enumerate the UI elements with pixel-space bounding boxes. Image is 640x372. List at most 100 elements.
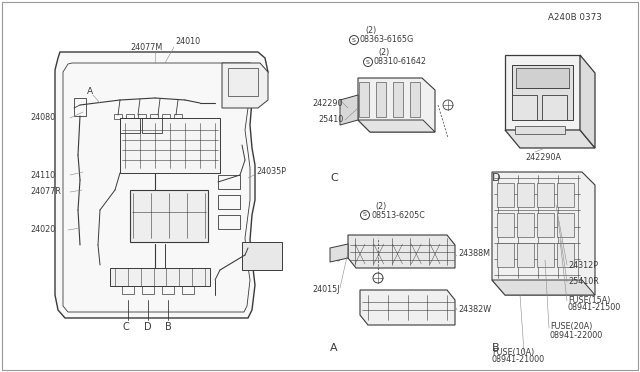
Circle shape: [346, 108, 351, 112]
Bar: [150, 114, 158, 119]
Bar: [126, 114, 134, 119]
Bar: [542, 95, 567, 120]
Bar: [218, 175, 240, 189]
Bar: [557, 213, 574, 237]
Bar: [557, 183, 574, 207]
Bar: [130, 190, 208, 242]
Text: 08513-6205C: 08513-6205C: [371, 211, 425, 219]
Text: A: A: [87, 87, 93, 96]
Bar: [517, 243, 534, 267]
Polygon shape: [348, 235, 455, 268]
Bar: [74, 98, 86, 116]
Polygon shape: [55, 52, 268, 318]
Text: 24110: 24110: [30, 170, 55, 180]
Text: 24382W: 24382W: [458, 305, 491, 314]
Circle shape: [74, 156, 82, 164]
Text: 08941-21500: 08941-21500: [568, 304, 621, 312]
Bar: [174, 114, 182, 119]
Polygon shape: [340, 95, 358, 125]
Polygon shape: [360, 290, 455, 325]
Bar: [114, 114, 122, 119]
Circle shape: [373, 273, 383, 283]
Bar: [122, 286, 134, 294]
Polygon shape: [580, 55, 595, 148]
Bar: [228, 68, 258, 96]
Bar: [359, 82, 369, 117]
Bar: [512, 65, 573, 120]
Text: 25410: 25410: [318, 115, 343, 125]
Text: 24312P: 24312P: [568, 260, 598, 269]
Text: C: C: [123, 322, 129, 332]
Text: 08363-6165G: 08363-6165G: [360, 35, 414, 45]
Bar: [497, 213, 514, 237]
Text: 24080: 24080: [30, 113, 55, 122]
Text: FUSE(15A): FUSE(15A): [568, 295, 611, 305]
Bar: [497, 243, 514, 267]
Text: 242290A: 242290A: [525, 154, 561, 163]
Bar: [218, 195, 240, 209]
Text: D: D: [144, 322, 152, 332]
Text: 24020: 24020: [30, 225, 55, 234]
Circle shape: [443, 100, 453, 110]
Text: FUSE(10A): FUSE(10A): [492, 347, 534, 356]
Circle shape: [346, 100, 351, 106]
Text: A: A: [330, 343, 338, 353]
Text: 08941-22000: 08941-22000: [550, 330, 604, 340]
Polygon shape: [492, 280, 595, 295]
Text: (2): (2): [378, 48, 389, 58]
Bar: [517, 183, 534, 207]
Bar: [537, 243, 554, 267]
Circle shape: [336, 253, 340, 257]
Bar: [120, 118, 220, 173]
Bar: [110, 268, 210, 286]
Circle shape: [74, 124, 82, 132]
Bar: [376, 82, 386, 117]
Bar: [515, 126, 565, 134]
Text: 08941-21000: 08941-21000: [492, 356, 545, 365]
Bar: [516, 68, 569, 88]
Bar: [517, 213, 534, 237]
Circle shape: [346, 115, 351, 119]
Bar: [410, 82, 420, 117]
Text: C: C: [330, 173, 338, 183]
Bar: [497, 183, 514, 207]
Polygon shape: [358, 78, 435, 132]
Polygon shape: [222, 63, 268, 108]
Bar: [218, 215, 240, 229]
Text: D: D: [492, 173, 500, 183]
Polygon shape: [330, 244, 348, 262]
Bar: [242, 242, 282, 270]
Polygon shape: [492, 172, 595, 295]
Polygon shape: [358, 120, 435, 132]
Polygon shape: [505, 130, 595, 148]
Text: S: S: [363, 212, 367, 218]
Text: 24035P: 24035P: [256, 167, 286, 176]
Polygon shape: [505, 55, 580, 130]
Bar: [162, 114, 170, 119]
Circle shape: [364, 58, 372, 67]
Circle shape: [336, 257, 340, 261]
Text: 24015J: 24015J: [312, 285, 339, 295]
Bar: [557, 243, 574, 267]
Text: B: B: [492, 343, 500, 353]
Circle shape: [74, 186, 82, 194]
Bar: [512, 95, 537, 120]
Text: B: B: [164, 322, 172, 332]
Bar: [182, 286, 194, 294]
Bar: [393, 82, 403, 117]
Text: S: S: [366, 60, 370, 64]
Text: (2): (2): [365, 26, 376, 35]
Circle shape: [336, 249, 340, 253]
Bar: [138, 114, 146, 119]
Text: 24010: 24010: [175, 38, 200, 46]
Text: 24077R: 24077R: [30, 187, 61, 196]
Circle shape: [360, 211, 369, 219]
Bar: [142, 118, 162, 133]
Text: 242290: 242290: [312, 99, 342, 109]
Bar: [537, 213, 554, 237]
Bar: [120, 118, 140, 133]
Text: 25410R: 25410R: [568, 278, 599, 286]
Circle shape: [568, 100, 584, 116]
Text: 24077M: 24077M: [130, 42, 163, 51]
Text: FUSE(20A): FUSE(20A): [550, 323, 593, 331]
